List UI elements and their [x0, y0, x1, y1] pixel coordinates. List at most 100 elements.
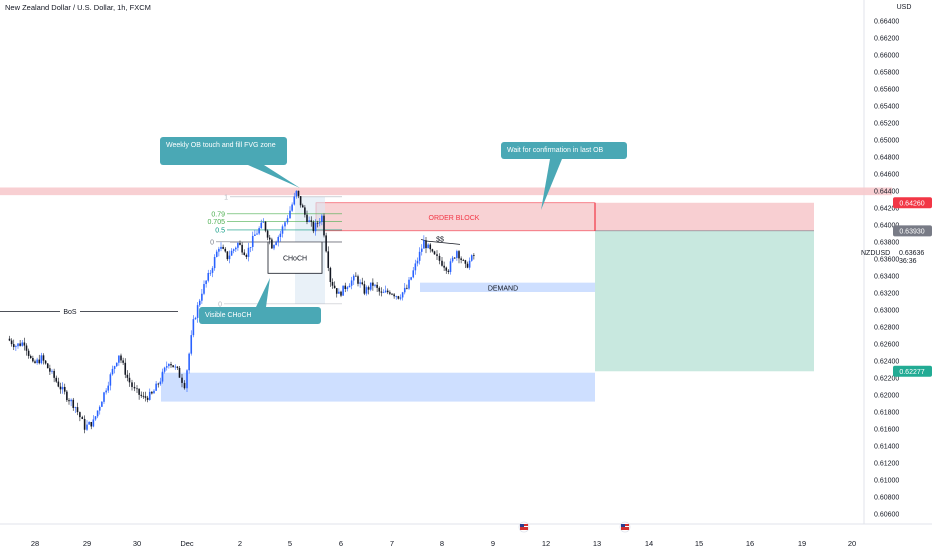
candle-body[interactable]: [449, 261, 452, 272]
candle-body[interactable]: [168, 363, 170, 367]
candle-body[interactable]: [49, 368, 51, 372]
candle-body[interactable]: [284, 222, 286, 227]
candle-body[interactable]: [220, 246, 222, 249]
candle-body[interactable]: [153, 390, 155, 394]
candle-body[interactable]: [251, 235, 254, 247]
candle-body[interactable]: [32, 358, 34, 362]
candle-body[interactable]: [118, 355, 120, 363]
candle-body[interactable]: [393, 294, 395, 297]
candle-body[interactable]: [289, 210, 291, 219]
candle-body[interactable]: [436, 254, 438, 256]
candle-body[interactable]: [281, 226, 284, 234]
candle-body[interactable]: [403, 287, 406, 293]
candle-body[interactable]: [70, 399, 72, 402]
candle-body[interactable]: [66, 391, 68, 401]
candle-body[interactable]: [397, 296, 400, 299]
candle-body[interactable]: [266, 230, 269, 238]
candle-body[interactable]: [355, 275, 357, 277]
candle-body[interactable]: [25, 345, 28, 351]
candle-body[interactable]: [15, 346, 17, 348]
candle-body[interactable]: [304, 207, 306, 215]
candle-body[interactable]: [63, 386, 66, 392]
candle-body[interactable]: [146, 397, 149, 400]
candle-body[interactable]: [144, 396, 147, 398]
candle-body[interactable]: [268, 237, 271, 240]
candle-body[interactable]: [342, 285, 344, 296]
candle-body[interactable]: [115, 362, 118, 367]
candle-body[interactable]: [382, 292, 385, 294]
candle-body[interactable]: [369, 282, 372, 290]
candle-body[interactable]: [456, 251, 458, 258]
candle-body[interactable]: [165, 366, 168, 368]
candle-body[interactable]: [293, 196, 296, 205]
candle-body[interactable]: [327, 251, 330, 268]
candle-body[interactable]: [273, 245, 275, 249]
candle-body[interactable]: [286, 218, 289, 223]
candle-body[interactable]: [416, 260, 419, 264]
candle-body[interactable]: [314, 222, 317, 232]
candle-body[interactable]: [27, 350, 30, 356]
candle-body[interactable]: [88, 422, 90, 425]
candle-body[interactable]: [222, 246, 224, 249]
candle-body[interactable]: [256, 233, 258, 235]
candle-body[interactable]: [230, 250, 233, 256]
candle-body[interactable]: [68, 400, 70, 402]
candle-body[interactable]: [215, 251, 218, 257]
candle-body[interactable]: [138, 388, 140, 395]
candle-body[interactable]: [429, 244, 432, 250]
candle-body[interactable]: [194, 317, 197, 320]
candle-body[interactable]: [412, 270, 415, 278]
candle-body[interactable]: [466, 263, 469, 268]
candle-body[interactable]: [161, 371, 164, 382]
position-stop-zone[interactable]: [595, 202, 814, 231]
candle-body[interactable]: [55, 377, 58, 382]
candle-body[interactable]: [295, 190, 298, 197]
candle-body[interactable]: [196, 305, 199, 318]
candle-body[interactable]: [447, 270, 450, 272]
candle-body[interactable]: [136, 388, 138, 390]
candle-body[interactable]: [308, 220, 310, 222]
candle-body[interactable]: [155, 383, 157, 391]
candle-body[interactable]: [376, 284, 378, 288]
candle-body[interactable]: [427, 244, 429, 249]
candle-body[interactable]: [142, 395, 145, 397]
candle-body[interactable]: [83, 418, 86, 430]
candle-body[interactable]: [468, 260, 471, 268]
candle-body[interactable]: [34, 361, 36, 364]
candle-body[interactable]: [423, 240, 425, 249]
candle-body[interactable]: [374, 284, 376, 286]
candle-body[interactable]: [170, 363, 172, 366]
candle-body[interactable]: [254, 234, 256, 236]
candle-body[interactable]: [107, 385, 110, 391]
candle-body[interactable]: [232, 249, 235, 251]
candle-body[interactable]: [420, 248, 423, 252]
candle-body[interactable]: [262, 221, 265, 223]
candle-body[interactable]: [380, 291, 383, 293]
candle-body[interactable]: [418, 251, 421, 261]
candle-body[interactable]: [378, 287, 381, 292]
candle-body[interactable]: [183, 382, 186, 389]
candle-body[interactable]: [344, 285, 347, 289]
candle-body[interactable]: [473, 255, 475, 257]
candle-body[interactable]: [401, 292, 404, 298]
candle-body[interactable]: [148, 391, 151, 400]
candle-body[interactable]: [198, 300, 201, 306]
candle-body[interactable]: [391, 293, 393, 295]
candle-body[interactable]: [140, 394, 143, 396]
candle-body[interactable]: [218, 248, 220, 252]
candle-body[interactable]: [367, 287, 370, 290]
candle-body[interactable]: [103, 392, 105, 402]
candle-body[interactable]: [17, 343, 19, 347]
candle-body[interactable]: [279, 233, 282, 238]
candle-body[interactable]: [340, 291, 342, 296]
candle-body[interactable]: [297, 190, 300, 197]
candle-body[interactable]: [386, 290, 389, 293]
zone-rect[interactable]: [420, 282, 595, 292]
candle-body[interactable]: [128, 377, 131, 383]
candle-body[interactable]: [445, 267, 448, 271]
candle-body[interactable]: [8, 338, 11, 341]
candle-body[interactable]: [312, 221, 315, 232]
candle-body[interactable]: [94, 416, 97, 420]
candle-body[interactable]: [163, 367, 166, 372]
candle-body[interactable]: [291, 204, 293, 211]
